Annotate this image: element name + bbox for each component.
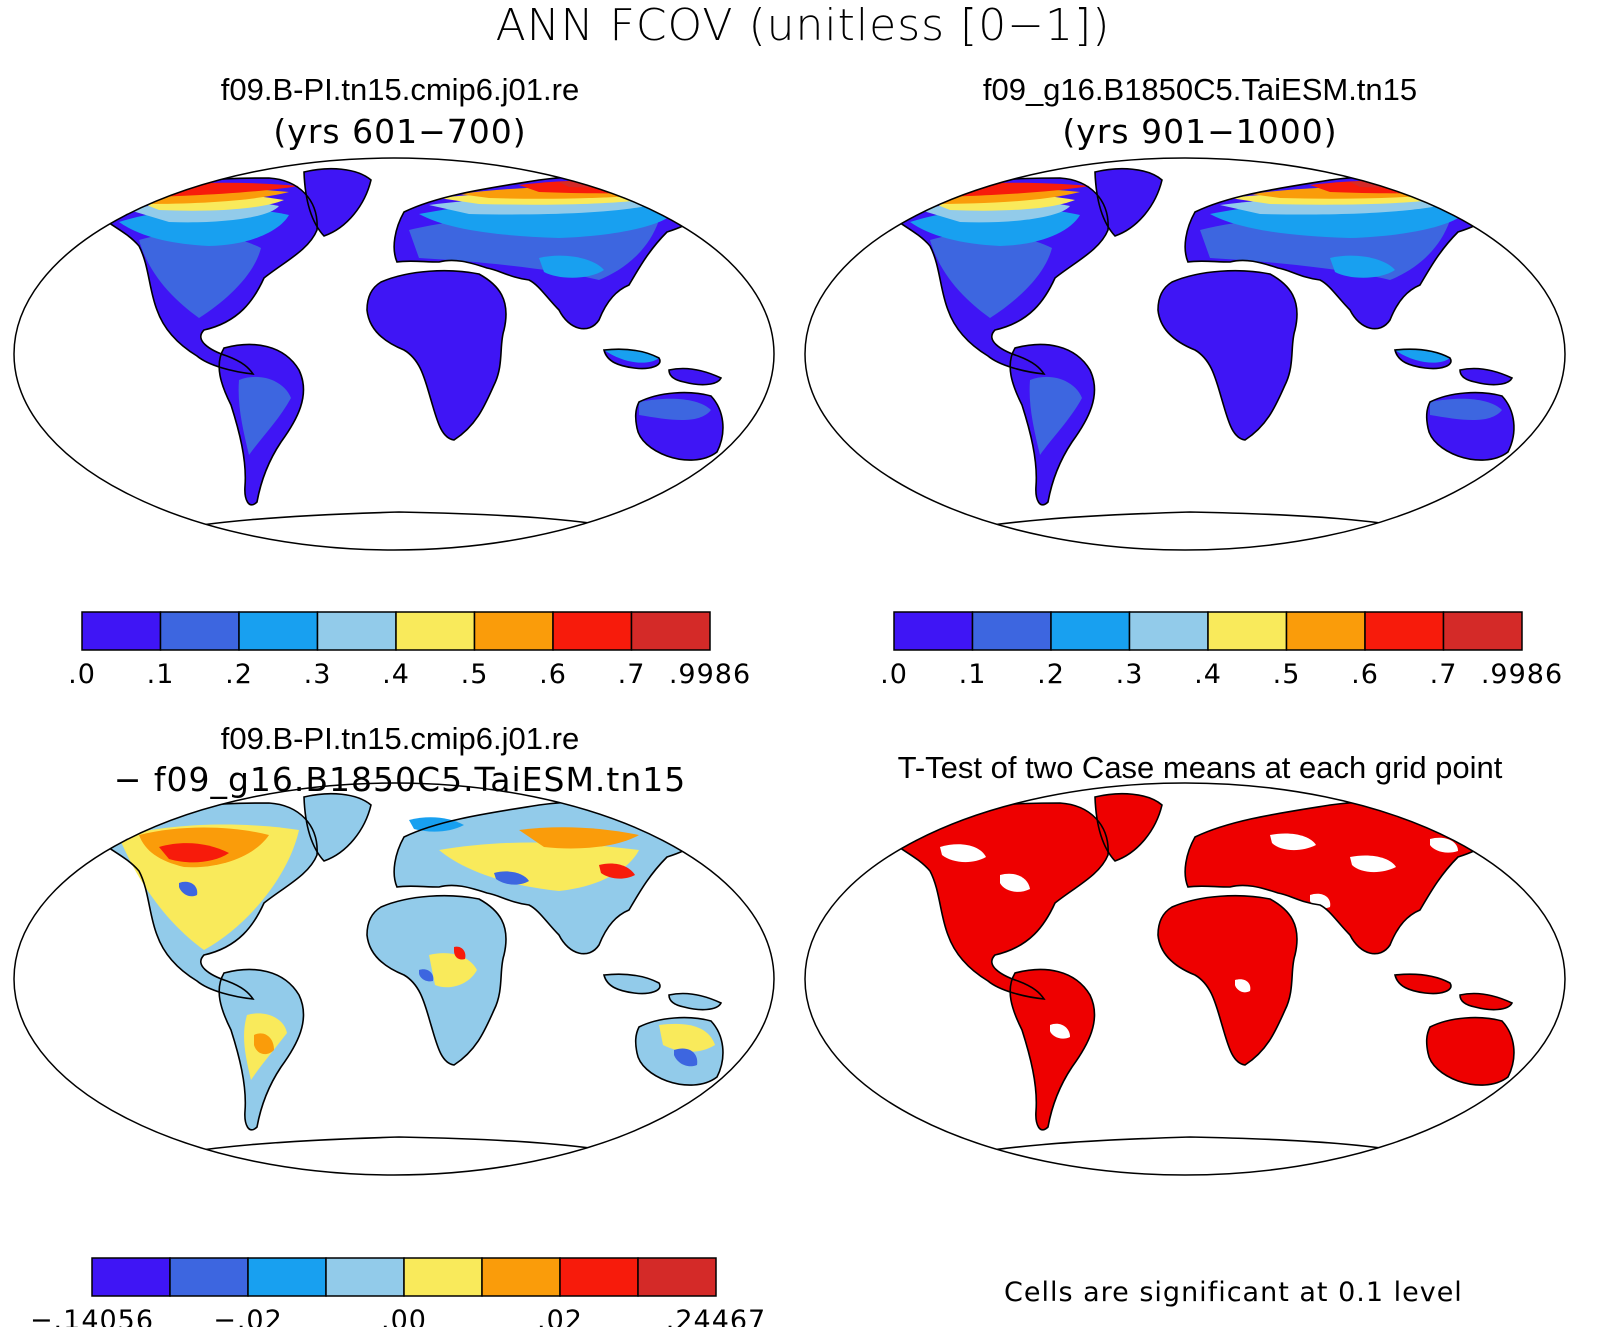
colorbar-tick-label: .2: [1037, 659, 1065, 690]
colorbar-tick-label: .00: [381, 1305, 427, 1327]
colorbar-swatch: [552, 611, 633, 651]
colorbar-tick-label: .4: [382, 659, 410, 690]
map-case2: [804, 157, 1566, 551]
colorbar-swatch: [481, 1257, 561, 1297]
colorbar-swatch: [91, 1257, 171, 1297]
colorbar-case2: .0 .1 .2 .3 .4 .5 .6 .7 .9986: [880, 611, 1563, 690]
colorbar-swatch: [316, 611, 397, 651]
colorbar-swatch: [1285, 611, 1366, 651]
colorbar-swatch: [159, 611, 240, 651]
panel-subtitle-case2: (yrs 901−1000): [1062, 112, 1338, 151]
map-difference: [13, 782, 775, 1176]
colorbar-tick-label: .6: [539, 659, 567, 690]
colorbar-tick-label: .1: [959, 659, 987, 690]
colorbar-tick-label: −.14056: [30, 1305, 154, 1327]
colorbar-tick-label: .2: [225, 659, 253, 690]
colorbar-tick-label: −.02: [213, 1305, 283, 1327]
colorbar-swatch: [630, 611, 711, 651]
colorbar-tick-label: .3: [304, 659, 332, 690]
panel-subtitle-case1: (yrs 601−700): [273, 112, 527, 151]
significant-cells: [885, 793, 1514, 1130]
colorbar-swatch: [238, 611, 319, 651]
colorbar-tick-label: .3: [1116, 659, 1144, 690]
significance-note: Cells are significant at 0.1 level: [1004, 1277, 1463, 1308]
colorbar-swatch: [971, 611, 1052, 651]
colorbar-swatch: [169, 1257, 249, 1297]
colorbar-swatch: [403, 1257, 483, 1297]
colorbar-tick-label: .1: [147, 659, 175, 690]
colorbar-difference: −.14056 −.02 .00 .02 .24467: [30, 1257, 766, 1327]
colorbar-tick-label: .02: [537, 1305, 583, 1327]
panel-title-case1: f09.B-PI.tn15.cmip6.j01.re: [220, 72, 580, 107]
colorbar-tick-label: .7: [618, 659, 646, 690]
colorbar-tick-label: .9986: [1481, 659, 1563, 690]
map-ttest: [804, 782, 1566, 1176]
colorbar-swatch: [1364, 611, 1445, 651]
panel-title-case2: f09_g16.B1850C5.TaiESM.tn15: [982, 72, 1418, 107]
figure-title: ANN FCOV (unitless [0−1]): [495, 0, 1111, 51]
colorbar-swatch: [559, 1257, 639, 1297]
colorbar-tick-label: .4: [1194, 659, 1222, 690]
panel-subtitle-diff: − f09_g16.B1850C5.TaiESM.tn15: [113, 760, 687, 799]
colorbar-tick-label: .24467: [666, 1305, 766, 1327]
map-case1: [13, 157, 775, 551]
colorbar-tick-label: .5: [1273, 659, 1301, 690]
colorbar-case1: .0 .1 .2 .3 .4 .5 .6 .7 .9986: [68, 611, 751, 690]
colorbar-swatch: [473, 611, 554, 651]
colorbar-swatch: [1050, 611, 1131, 651]
colorbar-swatch: [395, 611, 476, 651]
colorbar-tick-label: .6: [1351, 659, 1379, 690]
colorbar-swatch: [247, 1257, 327, 1297]
panel-title-ttest: T-Test of two Case means at each grid po…: [897, 750, 1503, 785]
colorbar-swatch: [81, 611, 162, 651]
colorbar-swatch: [1442, 611, 1523, 651]
colorbar-swatch: [637, 1257, 717, 1297]
colorbar-tick-label: .5: [461, 659, 489, 690]
colorbar-tick-label: .0: [880, 659, 908, 690]
colorbar-tick-label: .9986: [669, 659, 751, 690]
panel-title-diff: f09.B-PI.tn15.cmip6.j01.re: [220, 721, 580, 756]
colorbar-tick-label: .7: [1430, 659, 1458, 690]
colorbar-swatch: [893, 611, 974, 651]
colorbar-tick-label: .0: [68, 659, 96, 690]
colorbar-swatch: [1128, 611, 1209, 651]
colorbar-swatch: [325, 1257, 405, 1297]
colorbar-swatch: [1207, 611, 1288, 651]
